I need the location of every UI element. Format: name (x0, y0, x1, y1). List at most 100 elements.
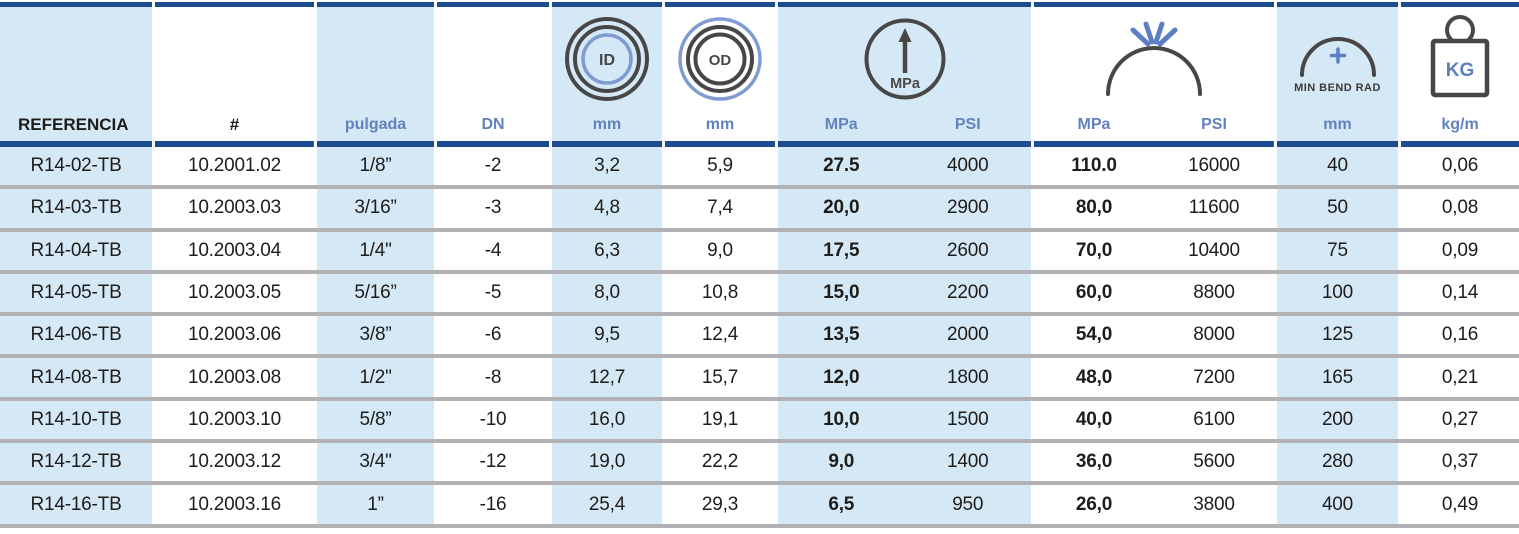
cell-id-mm: 25,4 (552, 485, 662, 524)
table-header-row: REFERENCIA # pulgada DN ID mm (0, 2, 1519, 147)
cell-burst-pressure: 40,0 6100 (1034, 400, 1274, 440)
referencia-value: R14-05-TB (30, 282, 122, 304)
cell-id-mm: 6,3 (552, 231, 662, 270)
wp-psi-value: 1500 (947, 408, 989, 430)
part-number-value: 10.2001.02 (187, 155, 282, 177)
cell-burst-pressure: 60,0 8800 (1034, 273, 1274, 313)
cell-weight: 0,37 (1401, 443, 1519, 482)
wp-psi-value: 4000 (947, 155, 989, 177)
od-mm-value: 29,3 (701, 493, 739, 515)
id-mm-value: 4,8 (594, 197, 620, 219)
id-mm-label: mm (592, 116, 622, 133)
wp-psi-value: 950 (952, 493, 984, 515)
header-size-inch: pulgada (317, 2, 434, 147)
cell-part-number: 10.2003.03 (155, 189, 314, 228)
part-number-value: 10.2003.08 (187, 366, 282, 388)
cell-referencia: R14-06-TB (0, 316, 152, 355)
cell-bend-radius: 75 (1277, 231, 1398, 270)
table-row: R14-12-TB 10.2003.12 3/4" -12 19,0 22,2 … (0, 443, 1519, 486)
cell-referencia: R14-12-TB (0, 443, 152, 482)
cell-dn: -2 (437, 147, 549, 186)
table-body: R14-02-TB 10.2001.02 1/8” -2 3,2 5,9 27.… (0, 147, 1519, 528)
wp-psi-label: PSI (954, 116, 981, 133)
cell-size-inch: 1/8” (317, 147, 434, 186)
bp-mpa-value: 54,0 (1075, 324, 1113, 346)
cell-id-mm: 8,0 (552, 273, 662, 313)
bp-psi-value: 8800 (1193, 282, 1235, 304)
wp-mpa-value: 17,5 (823, 239, 860, 261)
cell-weight: 0,21 (1401, 358, 1519, 397)
cell-od-mm: 12,4 (665, 316, 775, 355)
dn-value: -8 (484, 366, 502, 388)
cell-weight: 0,06 (1401, 147, 1519, 186)
wp-psi-value: 1800 (947, 366, 989, 388)
cell-referencia: R14-10-TB (0, 400, 152, 440)
cell-weight: 0,08 (1401, 189, 1519, 228)
cell-bend-radius: 40 (1277, 147, 1398, 186)
cell-size-inch: 1/4" (317, 231, 434, 270)
cell-size-inch: 5/8” (317, 400, 434, 440)
cell-working-pressure: 10,0 1500 (778, 400, 1031, 440)
burst-pressure-icon (1089, 7, 1219, 111)
cell-burst-pressure: 48,0 7200 (1034, 358, 1274, 397)
kgm-label: kg/m (1441, 116, 1479, 133)
size-inch-value: 1/4" (359, 239, 392, 261)
referencia-value: R14-06-TB (30, 324, 122, 346)
header-working-pressure: MPa MPa PSI (778, 2, 1031, 147)
referencia-value: R14-04-TB (30, 239, 122, 261)
size-inch-value: 3/16” (354, 197, 397, 219)
cell-dn: -10 (437, 400, 549, 440)
od-mm-value: 7,4 (707, 197, 733, 219)
outer-diameter-icon: OD (676, 7, 764, 111)
cell-od-mm: 10,8 (665, 273, 775, 313)
table-row: R14-08-TB 10.2003.08 1/2" -8 12,7 15,7 1… (0, 358, 1519, 401)
bp-psi-value: 7200 (1193, 366, 1235, 388)
pressure-gauge-icon: MPa (863, 7, 947, 111)
id-mm-value: 19,0 (588, 451, 626, 473)
cell-bend-radius: 50 (1277, 189, 1398, 228)
cell-dn: -3 (437, 189, 549, 228)
wp-mpa-value: 6,5 (828, 493, 855, 515)
size-inch-value: 1/8” (359, 155, 392, 177)
od-mm-value: 5,9 (707, 155, 733, 177)
header-outer-diameter: OD mm (665, 2, 775, 147)
header-inner-diameter: ID mm (552, 2, 662, 147)
table-row: R14-03-TB 10.2003.03 3/16” -3 4,8 7,4 20… (0, 189, 1519, 232)
referencia-value: R14-03-TB (30, 197, 122, 219)
cell-part-number: 10.2001.02 (155, 147, 314, 186)
cell-size-inch: 3/16” (317, 189, 434, 228)
cell-id-mm: 3,2 (552, 147, 662, 186)
header-part-number: # (155, 2, 314, 147)
cell-burst-pressure: 36,0 5600 (1034, 443, 1274, 482)
cell-od-mm: 5,9 (665, 147, 775, 186)
bend-radius-value: 400 (1321, 493, 1354, 515)
cell-id-mm: 19,0 (552, 443, 662, 482)
bend-radius-value: 200 (1321, 408, 1354, 430)
cell-working-pressure: 15,0 2200 (778, 273, 1031, 313)
cell-dn: -6 (437, 316, 549, 355)
bp-psi-value: 8000 (1193, 324, 1235, 346)
bp-psi-value: 5600 (1193, 451, 1235, 473)
bp-psi-label: PSI (1201, 116, 1227, 133)
bp-mpa-value: 110.0 (1071, 155, 1117, 177)
od-mm-value: 10,8 (701, 282, 739, 304)
id-mm-value: 8,0 (594, 282, 620, 304)
cell-size-inch: 1” (317, 485, 434, 524)
part-number-value: 10.2003.06 (187, 324, 282, 346)
od-mm-value: 22,2 (701, 451, 739, 473)
id-icon-text: ID (599, 52, 615, 69)
cell-bend-radius: 100 (1277, 273, 1398, 313)
weight-value: 0,21 (1441, 366, 1479, 388)
size-inch-value: 3/4" (359, 451, 392, 473)
part-number-value: 10.2003.05 (187, 282, 282, 304)
cell-bend-radius: 280 (1277, 443, 1398, 482)
od-mm-value: 9,0 (707, 239, 733, 261)
cell-bend-radius: 200 (1277, 400, 1398, 440)
cell-size-inch: 1/2" (317, 358, 434, 397)
bend-radius-value: 50 (1327, 197, 1348, 219)
bp-mpa-value: 36,0 (1075, 451, 1113, 473)
cell-working-pressure: 17,5 2600 (778, 231, 1031, 270)
cell-part-number: 10.2003.12 (155, 443, 314, 482)
inner-diameter-icon: ID (563, 7, 651, 111)
wp-psi-value: 2200 (947, 282, 989, 304)
